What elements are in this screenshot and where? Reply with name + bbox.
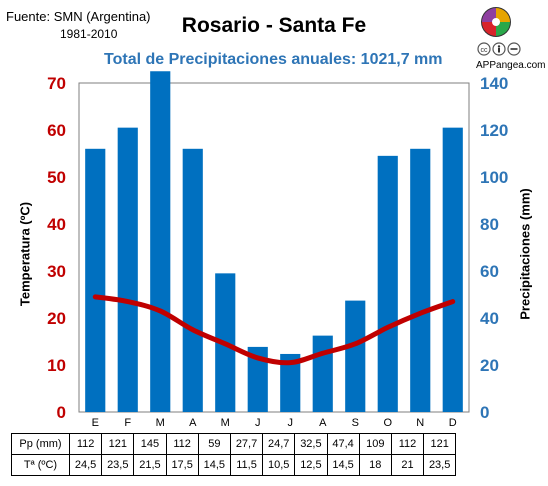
left-tick-label: 40: [47, 215, 66, 234]
bar-0: [85, 148, 106, 413]
bar-3: [182, 148, 203, 413]
chart-title: Rosario - Santa Fe: [181, 14, 367, 37]
table-cell: 14,5: [197, 454, 231, 476]
category-label: M: [221, 417, 230, 429]
table-cell: 32,5: [294, 433, 328, 455]
table-cell: 14,5: [326, 454, 360, 476]
table-cell: 121: [101, 433, 135, 455]
y-axis-left-label: Temperatura (ºC): [17, 201, 33, 307]
category-label: O: [383, 417, 392, 429]
bar-1: [117, 127, 138, 413]
puzzle-globe-logo-icon: [481, 7, 511, 37]
bar-5: [247, 346, 268, 412]
source-label: Fuente: SMN (Argentina): [6, 9, 151, 24]
table-cell: 47,4: [326, 433, 360, 455]
table-cell: 59: [197, 433, 231, 455]
table-row: Pp (mm) 112 121 145 112 59 27,7 24,7 32,5 47,4 109…: [11, 433, 457, 455]
table-cell: 145: [133, 433, 167, 455]
category-label: S: [352, 417, 359, 429]
left-tick-label: 70: [47, 74, 66, 93]
bar-2: [150, 71, 171, 412]
table-cell: 23,5: [423, 454, 457, 476]
category-label: J: [255, 417, 261, 429]
left-tick-label: 10: [47, 356, 66, 375]
bar-9: [377, 155, 398, 412]
bar-6: [280, 353, 301, 412]
table-cell: 11,5: [229, 454, 264, 476]
left-tick-label: 50: [47, 168, 66, 187]
category-label: A: [189, 417, 197, 429]
table-cell: 24,5: [68, 454, 103, 476]
right-tick-label: 20: [480, 356, 499, 375]
left-tick-label: 30: [47, 262, 66, 281]
chart-subtitle: Total de Precipitaciones anuales: 1021,7…: [104, 51, 443, 68]
category-label: N: [416, 417, 424, 429]
plot-frame: [78, 82, 470, 413]
category-label: E: [92, 417, 99, 429]
creative-commons-icon: cc: [477, 42, 521, 56]
table-cell: 121: [423, 433, 457, 455]
table-row: Tª (ºC) 24,5 23,5 21,5 17,5 14,5 11,5 10,5 12,5 1…: [11, 454, 457, 476]
period-label: 1981-2010: [60, 27, 118, 41]
right-tick-label: 140: [480, 74, 508, 93]
category-label: D: [449, 417, 457, 429]
table-cell: 27,7: [229, 433, 264, 455]
category-label: M: [156, 417, 165, 429]
right-tick-label: 80: [480, 215, 499, 234]
bar-10: [410, 148, 431, 413]
table-cell: 17,5: [165, 454, 199, 476]
table-cell: 112: [390, 433, 425, 455]
left-tick-label: 0: [57, 403, 66, 422]
right-tick-label: 100: [480, 168, 508, 187]
table-cell: 21: [390, 454, 425, 476]
table-cell: 10,5: [262, 454, 296, 476]
table-cell: 112: [68, 433, 103, 455]
left-tick-label: 20: [47, 309, 66, 328]
category-label: A: [319, 417, 327, 429]
table-cell: 109: [358, 433, 392, 455]
table-row-label: Pp (mm): [11, 433, 70, 455]
table-cell: 23,5: [101, 454, 135, 476]
table-cell: 24,7: [262, 433, 296, 455]
right-tick-label: 40: [480, 309, 499, 328]
table-cell: 18: [358, 454, 392, 476]
category-label: J: [288, 417, 294, 429]
right-tick-label: 120: [480, 121, 508, 140]
table-cell: 12,5: [294, 454, 328, 476]
bar-8: [345, 300, 366, 412]
table-cell: 112: [165, 433, 199, 455]
bar-7: [312, 335, 333, 412]
right-tick-label: 0: [480, 403, 489, 422]
bar-11: [442, 127, 463, 413]
right-tick-label: 60: [480, 262, 499, 281]
data-table: Pp (mm) 112 121 145 112 59 27,7 24,7 32,5 47,4 109…: [11, 433, 457, 476]
left-tick-label: 60: [47, 121, 66, 140]
svg-text:cc: cc: [481, 47, 489, 54]
brand-label: APPangea.com: [476, 60, 546, 71]
y-axis-right-label: Precipitaciones (mm): [517, 188, 533, 320]
temperature-line: [92, 294, 456, 366]
table-cell: 21,5: [133, 454, 167, 476]
table-row-label: Tª (ºC): [11, 454, 70, 476]
category-label: F: [124, 417, 131, 429]
